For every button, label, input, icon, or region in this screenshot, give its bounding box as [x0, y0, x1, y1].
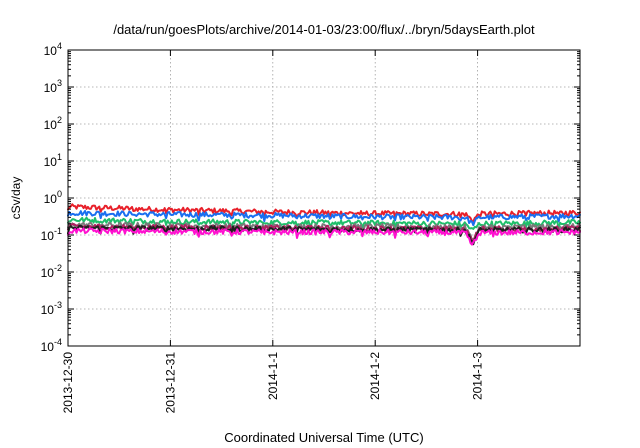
x-tick-label: 2014-1-3: [471, 352, 485, 400]
y-tick-labels: 104 103 102 101 100 10-1 10-2 10-3 10-4: [41, 41, 62, 354]
series-lines: [67, 203, 581, 246]
x-tick-label: 2014-1-2: [368, 352, 382, 400]
y-tick-label: 10-3: [41, 300, 62, 317]
series-line: [67, 203, 581, 223]
chart-title: /data/run/goesPlots/archive/2014-01-03/2…: [113, 22, 535, 37]
x-tick-label: 2013-12-31: [163, 352, 177, 414]
x-tick-label: 2013-12-30: [61, 352, 75, 414]
y-tick-label: 100: [44, 189, 62, 206]
y-tick-label: 103: [44, 78, 62, 95]
y-tick-label: 102: [44, 115, 62, 132]
y-tick-label: 101: [44, 152, 62, 169]
x-tick-labels: 2013-12-30 2013-12-31 2014-1-1 2014-1-2 2014…: [61, 352, 485, 414]
series-line: [67, 227, 581, 246]
y-tick-label: 104: [44, 41, 62, 58]
series-line: [67, 224, 581, 246]
y-tick-label: 10-2: [41, 263, 62, 280]
series-line: [67, 209, 581, 227]
y-tick-label: 10-1: [41, 226, 62, 243]
x-tick-label: 2014-1-1: [266, 352, 280, 400]
grid-lines: [68, 50, 580, 346]
plot-frame: [67, 49, 581, 347]
x-axis-label: Coordinated Universal Time (UTC): [224, 430, 423, 445]
y-tick-label: 10-4: [41, 337, 62, 354]
y-axis-label: cSv/day: [9, 177, 23, 220]
